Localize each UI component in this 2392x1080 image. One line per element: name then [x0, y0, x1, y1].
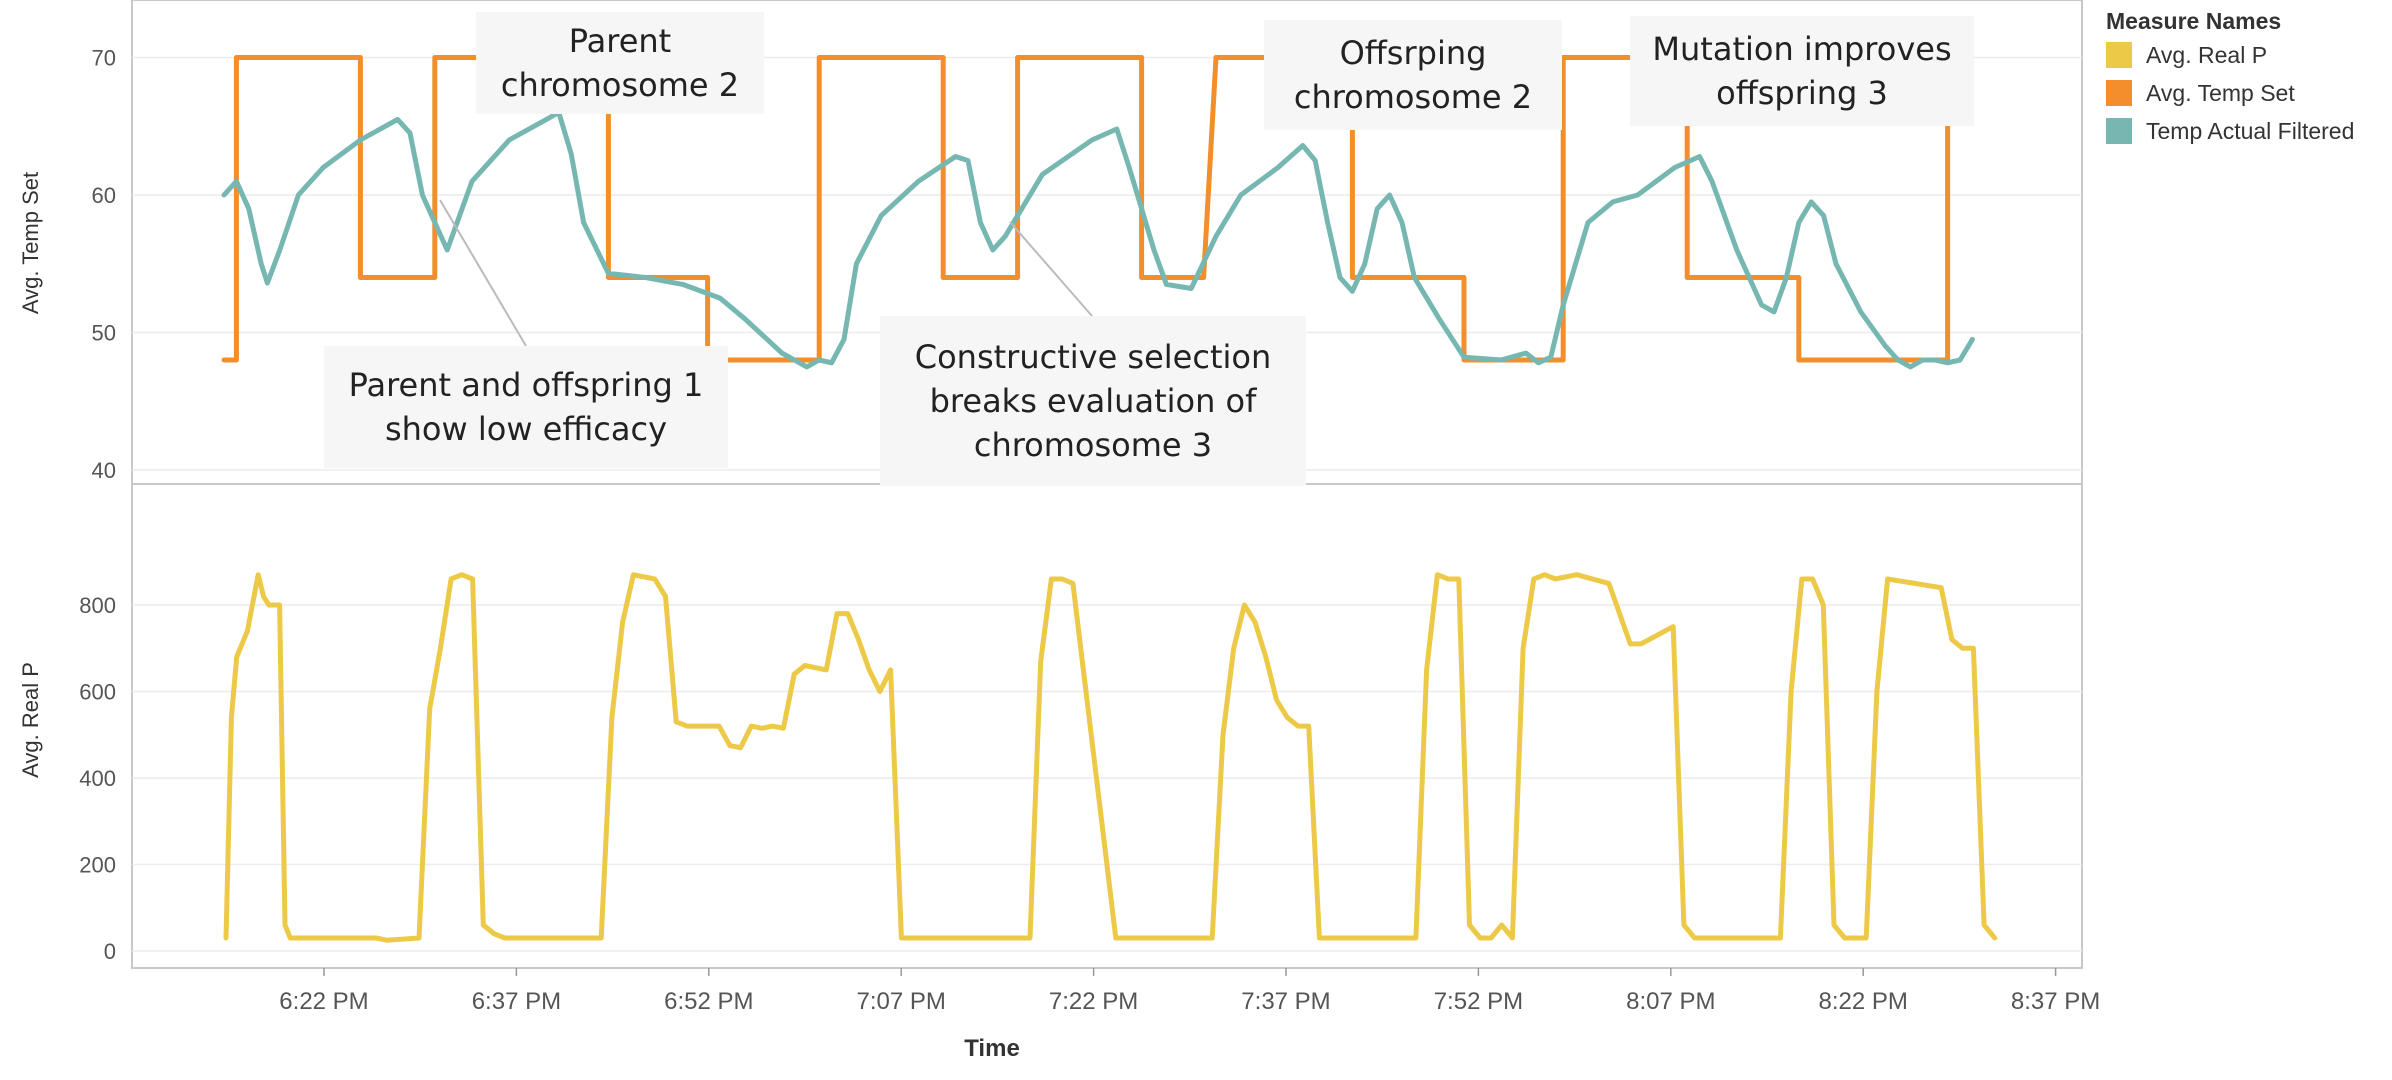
series-temp-actual-filtered — [221, 110, 1975, 370]
y-tick-label: 40 — [92, 458, 116, 483]
x-tick-label: 7:07 PM — [857, 988, 946, 1015]
x-tick-label: 8:22 PM — [1819, 988, 1908, 1015]
legend-swatch-temp-set — [2106, 80, 2132, 106]
annotation-parent-chromosome-2: Parent chromosome 2 — [476, 12, 764, 114]
legend-label-temp-actual: Temp Actual Filtered — [2146, 117, 2355, 144]
series-avg-temp-set — [221, 55, 1963, 363]
legend-swatch-real-p — [2106, 42, 2132, 68]
legend-label-temp-set: Avg. Temp Set — [2146, 79, 2295, 106]
legend-title: Measure Names — [2106, 8, 2282, 34]
x-tick-label: 7:22 PM — [1049, 988, 1138, 1015]
y-tick-label: 50 — [92, 321, 116, 346]
x-tick-label: 6:22 PM — [279, 988, 368, 1015]
x-tick-label: 6:37 PM — [472, 988, 561, 1015]
y-tick-label: 0 — [104, 939, 116, 964]
legend-item-real-p[interactable]: Avg. Real P — [2106, 36, 2392, 74]
x-tick-label: 8:37 PM — [2011, 988, 2100, 1015]
y-tick-label: 200 — [79, 853, 116, 878]
annotation-mutation-improves: Mutation improves offspring 3 — [1630, 16, 1974, 126]
x-axis-title: Time — [964, 1035, 1020, 1062]
y-axis-title-bottom: Avg. Real P — [18, 662, 43, 778]
x-tick-label: 7:37 PM — [1241, 988, 1330, 1015]
callout-leader — [1009, 221, 1093, 317]
annotation-constructive-selection: Constructive selection breaks evaluation… — [880, 316, 1306, 486]
legend-swatch-temp-actual — [2106, 118, 2132, 144]
legend-item-temp-actual[interactable]: Temp Actual Filtered — [2106, 112, 2392, 150]
legend: Measure Names Avg. Real P Avg. Temp Set … — [2106, 6, 2392, 150]
series-avg-real-p — [223, 572, 1998, 943]
y-tick-label: 400 — [79, 766, 116, 791]
x-axis: 6:22 PM 6:37 PM 6:52 PM 7:07 PM 7:22 PM 7:37 … — [279, 968, 2100, 1015]
x-tick-label: 8:07 PM — [1626, 988, 1715, 1015]
y-axis-title-top: Avg. Temp Set — [18, 172, 43, 314]
callout-leader — [439, 199, 527, 347]
y-tick-label: 60 — [92, 183, 116, 208]
annotation-low-efficacy: Parent and offspring 1 show low efficacy — [324, 346, 728, 468]
bottom-panel: 0 200 400 600 800 — [79, 483, 2083, 969]
annotation-offspring-chromosome-2: Offsrping chromosome 2 — [1264, 20, 1562, 130]
y-tick-label: 600 — [79, 680, 116, 705]
x-tick-label: 7:52 PM — [1434, 988, 1523, 1015]
legend-item-temp-set[interactable]: Avg. Temp Set — [2106, 74, 2392, 112]
y-tick-label: 800 — [79, 593, 116, 618]
y-tick-label: 70 — [92, 46, 116, 71]
x-tick-label: 6:52 PM — [664, 988, 753, 1015]
legend-label-real-p: Avg. Real P — [2146, 41, 2268, 68]
